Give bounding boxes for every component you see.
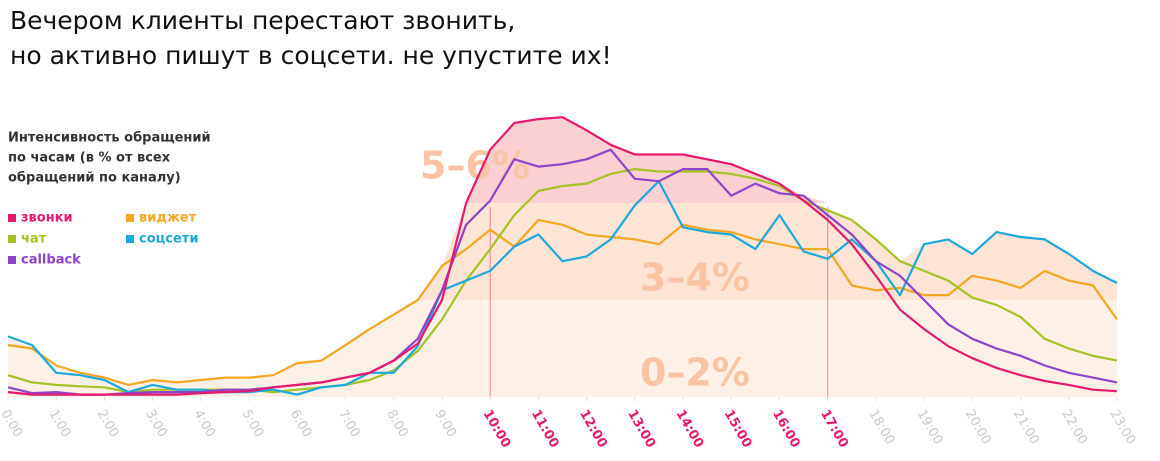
- band-label: 0–2%: [640, 351, 750, 395]
- series-line: [7, 148, 1118, 396]
- legend-title: Интенсивность обращений: [8, 131, 211, 146]
- x-tick-label: 7:00: [335, 407, 363, 440]
- x-tick-label: 20:00: [962, 407, 994, 447]
- x-tick-label: 5:00: [239, 407, 267, 440]
- series-line: [7, 180, 1118, 396]
- x-tick-label: 21:00: [1010, 407, 1042, 447]
- x-tick-label: 13:00: [624, 407, 658, 450]
- x-tick-label: 12:00: [576, 407, 610, 450]
- x-tick-label: 23:00: [1107, 407, 1139, 447]
- legend-title: по часам (в % от всех: [8, 151, 171, 166]
- x-tick-label: 8:00: [383, 407, 411, 440]
- legend-swatch: [8, 235, 16, 243]
- x-tick-label: 22:00: [1058, 407, 1090, 447]
- chart-title: Вечером клиенты перестают звонить,: [10, 6, 515, 35]
- x-tick-label: 10:00: [480, 407, 514, 450]
- legend-swatch: [8, 256, 16, 264]
- legend-swatch: [126, 235, 134, 243]
- legend-title: обращений по каналу): [8, 171, 181, 186]
- legend-label: виджет: [139, 211, 197, 226]
- series-line: [7, 116, 1118, 396]
- band-area: [8, 203, 1117, 300]
- band-area: [8, 117, 1117, 203]
- x-tick-label: 14:00: [673, 407, 707, 450]
- band-label: 3–4%: [640, 256, 750, 300]
- series-line: [7, 218, 1118, 386]
- x-tick-label: 9:00: [431, 407, 459, 440]
- legend-label: чат: [21, 232, 47, 247]
- chart-title: но активно пишут в соцсети. не упустите …: [10, 41, 612, 70]
- legend-swatch: [8, 214, 16, 222]
- x-tick-label: 2:00: [94, 407, 122, 440]
- x-tick-label: 6:00: [287, 407, 315, 440]
- x-tick-label: 18:00: [865, 407, 897, 447]
- x-tick-label: 16:00: [769, 407, 803, 450]
- legend-label: соцсети: [139, 232, 198, 247]
- x-tick-label: 19:00: [914, 407, 946, 447]
- legend-label: звонки: [21, 211, 73, 226]
- x-tick-label: 17:00: [817, 407, 851, 450]
- x-tick-label: 3:00: [142, 407, 170, 440]
- x-tick-label: 1:00: [46, 407, 74, 440]
- x-tick-label: 4:00: [190, 407, 218, 440]
- legend-swatch: [126, 214, 134, 222]
- x-tick-label: 15:00: [721, 407, 755, 450]
- legend-label: callback: [21, 253, 81, 268]
- x-tick-label: 11:00: [528, 407, 562, 450]
- x-tick-label: 0:00: [0, 407, 25, 440]
- band-area: [8, 300, 1117, 397]
